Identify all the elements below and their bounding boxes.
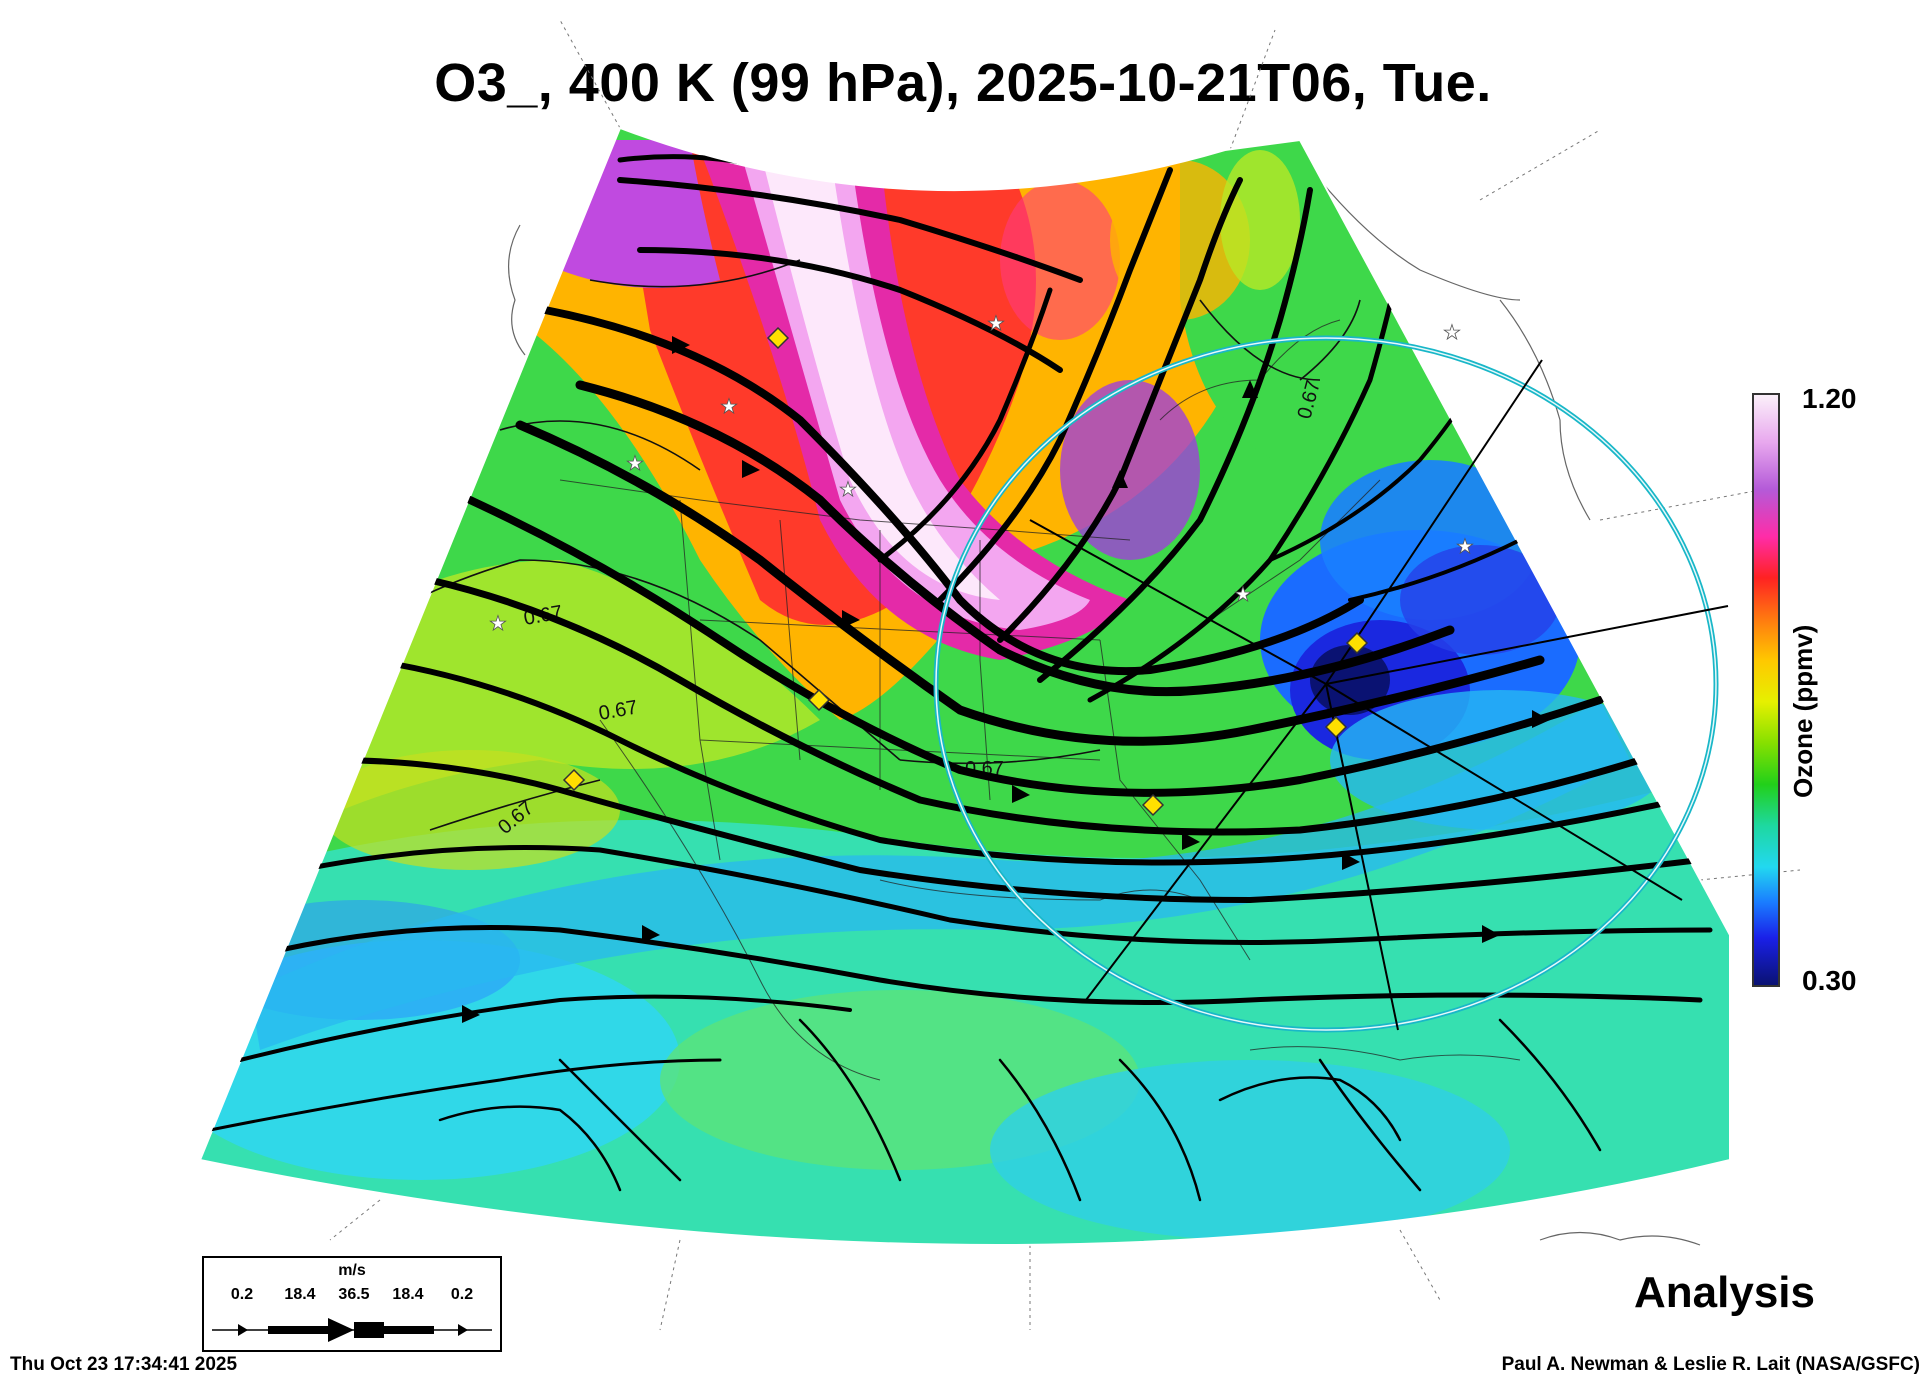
wind-scale-value: 18.4 [284,1286,316,1303]
svg-text:★: ★ [626,451,644,475]
wind-scale-legend: m/s 0.2 18.4 36.5 18.4 0.2 [202,1256,502,1352]
radial-lines [1029,359,1729,1031]
colorbar-title: Ozone (ppmv) [1788,624,1818,798]
svg-text:★: ★ [839,477,857,501]
svg-text:★: ★ [1234,582,1252,606]
streamline-arrows [462,336,1550,1023]
streamlines [208,154,1713,1202]
coastlines-outside [507,179,1701,1246]
colorbar-min-label: 0.30 [1802,965,1857,996]
map-border [198,126,1731,1246]
colorbar-max-label: 1.20 [1802,383,1857,414]
wind-scale-value: 36.5 [338,1286,370,1303]
footer-credit: Paul A. Newman & Leslie R. Lait (NASA/GS… [1501,1354,1920,1375]
wind-scale-arrow [212,1318,492,1342]
wind-scale-value: 0.2 [230,1286,254,1303]
svg-text:★: ★ [987,311,1005,335]
wind-scale-value: 18.4 [392,1286,424,1303]
wind-scale-value: 0.2 [450,1286,474,1303]
graticule [329,19,1801,1331]
svg-text:★: ★ [1443,320,1461,344]
svg-text:★: ★ [1456,534,1474,558]
diamond-markers [562,326,1369,817]
analysis-label: Analysis [1634,1268,1815,1317]
range-ring [933,335,1719,1033]
wind-scale-unit: m/s [338,1262,366,1279]
svg-text:★: ★ [489,611,507,635]
svg-text:★: ★ [720,394,738,418]
footer-timestamp: Thu Oct 23 17:34:41 2025 [10,1354,238,1375]
map-title: O3_, 400 K (99 hPa), 2025-10-21T06, Tue. [434,53,1492,113]
colorbar-gradient [1752,393,1780,987]
colorbar: 1.20 0.30 Ozone (ppmv) [1752,383,1892,996]
star-markers: ★ ★ ★ ★ ★ ★ ★ ★ [489,311,1475,636]
